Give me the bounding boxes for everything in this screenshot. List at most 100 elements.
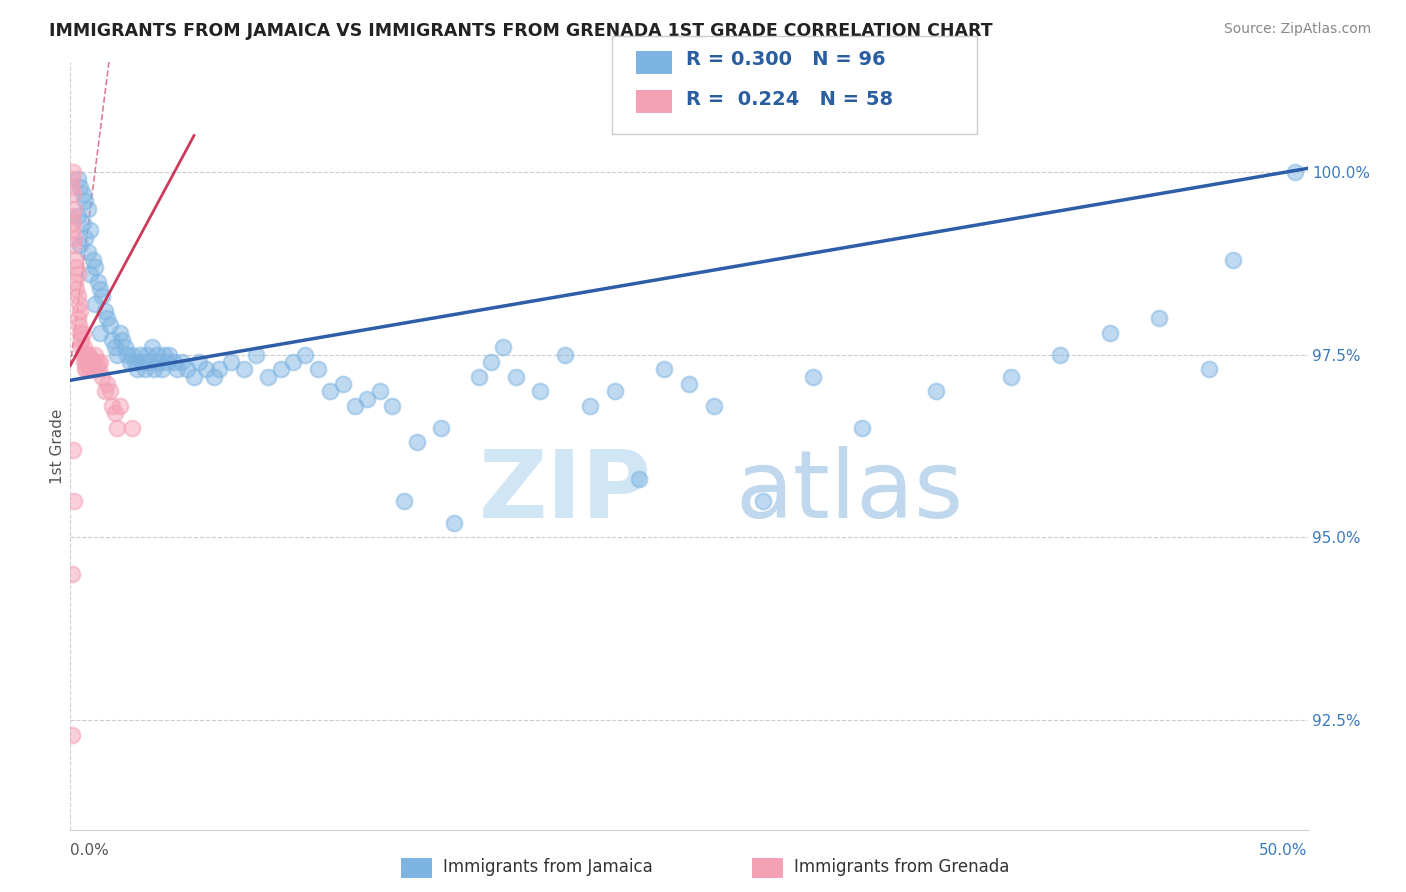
Point — [75, 231, 97, 245]
Point — [166, 362, 188, 376]
Point — [65, 282, 87, 296]
Point — [65, 260, 87, 274]
Point — [1098, 326, 1121, 340]
Point — [87, 362, 110, 376]
Point — [96, 376, 118, 391]
Point — [69, 326, 91, 340]
Point — [66, 289, 89, 303]
Point — [443, 516, 465, 530]
Point — [86, 355, 108, 369]
Point — [72, 348, 94, 362]
Point — [851, 421, 873, 435]
Point — [652, 362, 675, 376]
Point — [115, 348, 138, 362]
Point — [343, 399, 366, 413]
Point — [232, 362, 254, 376]
Point — [138, 355, 160, 369]
Text: Immigrants from Jamaica: Immigrants from Jamaica — [443, 858, 652, 876]
Point — [104, 406, 127, 420]
Point — [143, 362, 166, 376]
Point — [492, 340, 515, 354]
Point — [118, 355, 141, 369]
Point — [77, 348, 100, 362]
Point — [153, 348, 176, 362]
Point — [128, 348, 150, 362]
Point — [69, 303, 91, 318]
Point — [479, 355, 502, 369]
Point — [98, 318, 121, 333]
Point — [752, 493, 775, 508]
Point — [62, 165, 84, 179]
Point — [89, 282, 111, 296]
Point — [70, 340, 93, 354]
Point — [66, 268, 89, 282]
Point — [62, 238, 84, 252]
Point — [94, 303, 117, 318]
Point — [82, 252, 104, 267]
Text: Immigrants from Grenada: Immigrants from Grenada — [794, 858, 1010, 876]
Point — [76, 202, 98, 216]
Text: R =  0.224   N = 58: R = 0.224 N = 58 — [686, 89, 893, 109]
Point — [75, 362, 97, 376]
Point — [75, 355, 97, 369]
Point — [430, 421, 453, 435]
Point — [529, 384, 551, 399]
Point — [202, 369, 225, 384]
Point — [79, 268, 101, 282]
Point — [62, 442, 84, 457]
Point — [146, 348, 169, 362]
Point — [60, 209, 83, 223]
Point — [245, 348, 267, 362]
Point — [257, 369, 280, 384]
Point — [98, 384, 121, 399]
Point — [84, 348, 107, 362]
Point — [77, 362, 100, 376]
Point — [157, 348, 180, 362]
Point — [1198, 362, 1220, 376]
Point — [72, 216, 94, 230]
Point — [67, 296, 90, 310]
Point — [678, 376, 700, 391]
Point — [124, 355, 146, 369]
Point — [127, 362, 149, 376]
Point — [121, 348, 143, 362]
Point — [83, 355, 105, 369]
Point — [628, 472, 651, 486]
Point — [925, 384, 948, 399]
Text: 50.0%: 50.0% — [1260, 843, 1308, 858]
Text: 0.0%: 0.0% — [70, 843, 110, 858]
Point — [219, 355, 242, 369]
Text: Source: ZipAtlas.com: Source: ZipAtlas.com — [1223, 22, 1371, 37]
Point — [579, 399, 602, 413]
Point — [505, 369, 527, 384]
Point — [76, 245, 98, 260]
Point — [603, 384, 626, 399]
Text: ZIP: ZIP — [479, 446, 652, 538]
Point — [63, 493, 86, 508]
Point — [801, 369, 824, 384]
Point — [108, 326, 131, 340]
Point — [76, 355, 98, 369]
Point — [319, 384, 342, 399]
Point — [105, 348, 128, 362]
Point — [111, 333, 134, 347]
Point — [69, 238, 91, 252]
Point — [405, 435, 427, 450]
Point — [1222, 252, 1244, 267]
Point — [62, 216, 84, 230]
Text: R = 0.300   N = 96: R = 0.300 N = 96 — [686, 50, 886, 70]
Point — [554, 348, 576, 362]
Point — [131, 355, 153, 369]
Point — [467, 369, 489, 384]
Point — [183, 369, 205, 384]
Point — [1284, 165, 1306, 179]
Point — [368, 384, 391, 399]
Point — [356, 392, 378, 406]
Point — [60, 566, 83, 581]
Point — [294, 348, 316, 362]
Point — [72, 326, 94, 340]
Point — [141, 340, 163, 354]
Point — [63, 202, 86, 216]
Point — [84, 362, 107, 376]
Point — [73, 355, 96, 369]
